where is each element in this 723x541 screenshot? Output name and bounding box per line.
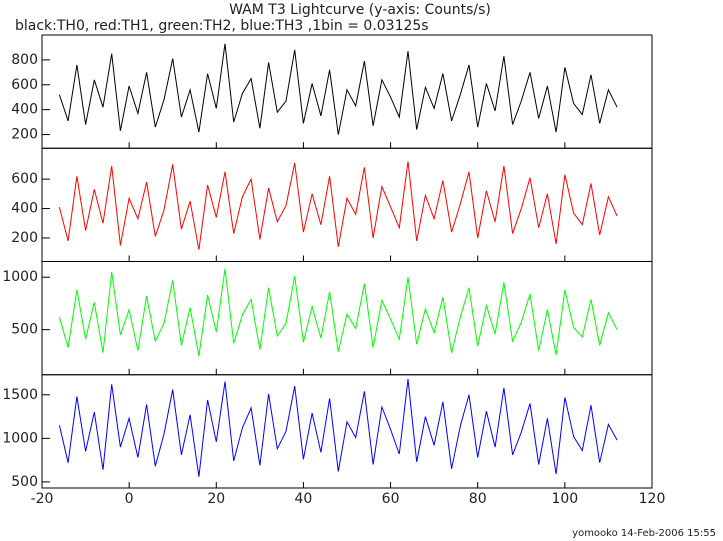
- y-tick-label: 200: [11, 230, 38, 246]
- x-tick-label: 60: [382, 491, 400, 507]
- y-tick-label: 1500: [2, 387, 38, 403]
- y-tick-label: 400: [11, 102, 38, 118]
- y-tick-label: 1000: [2, 269, 38, 285]
- series-line: [58, 43, 618, 135]
- x-tick-label: 120: [639, 491, 666, 507]
- y-tick-label: 500: [11, 322, 38, 338]
- x-tick-label: 100: [551, 491, 578, 507]
- y-tick-label: 200: [11, 127, 38, 143]
- x-tick-label: -20: [31, 491, 54, 507]
- x-tick-label: 20: [207, 491, 225, 507]
- y-tick-label: 600: [11, 77, 38, 93]
- series-line: [58, 161, 618, 250]
- y-tick-label: 500: [11, 474, 38, 490]
- y-tick-label: 400: [11, 201, 38, 217]
- series-line: [58, 379, 618, 477]
- chart-subtitle: black:TH0, red:TH1, green:TH2, blue:TH3 …: [15, 18, 429, 34]
- panel-frame: [41, 261, 653, 376]
- x-tick-label: 40: [295, 491, 313, 507]
- series-line: [58, 268, 618, 356]
- y-tick-label: 600: [11, 171, 38, 187]
- x-tick-label: 0: [125, 491, 134, 507]
- footer: yomooko 14-Feb-2006 15:55: [572, 528, 716, 539]
- x-tick-label: 80: [469, 491, 487, 507]
- panel-frame: [41, 147, 653, 262]
- y-tick-label: 800: [11, 52, 38, 68]
- panel-frame: [41, 374, 653, 489]
- y-tick-label: 1000: [2, 430, 38, 446]
- chart-title: WAM T3 Lightcurve (y-axis: Counts/s): [229, 2, 491, 18]
